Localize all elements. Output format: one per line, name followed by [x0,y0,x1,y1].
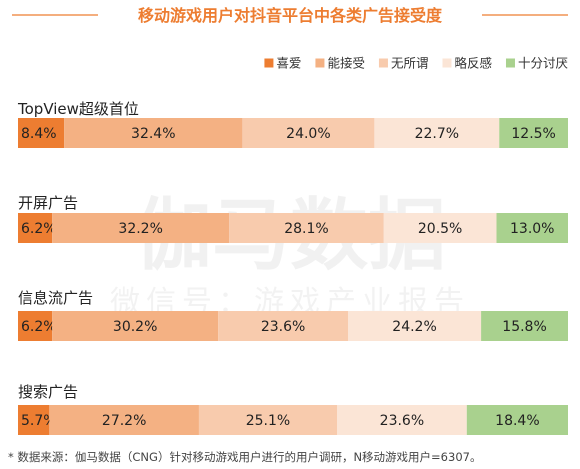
data-label: 6.2% [21,221,57,237]
legend-swatch [505,58,515,68]
legend-label: 无所谓 [391,56,429,71]
watermark: 伽马数据 微信号：游戏产业报告 [110,191,464,320]
footnote: * 数据来源：伽马数据（CNG）针对移动游戏用户进行的用户调研，N移动游戏用户=… [8,450,481,464]
bar-row: 搜索广告 5.7% 27.2% 25.1% 23.6% 18.4% [18,383,568,435]
category-label: 开屏广告 [18,194,78,212]
data-label: 32.2% [118,221,162,237]
data-label: 28.1% [284,221,328,237]
data-label: 30.2% [113,319,157,335]
legend: 十分讨厌 略反感 无所谓 能接受 喜爱 [264,56,568,71]
bar-segment [52,311,219,341]
data-label: 22.7% [415,126,459,142]
legend-swatch [315,58,325,68]
data-label: 24.0% [286,126,330,142]
legend-item: 能接受 [315,56,365,71]
legend-swatch [264,58,274,68]
bar-segment [374,118,500,148]
bar-row: 开屏广告 6.2% 32.2% 28.1% 20.5% 13.0% [18,194,568,243]
legend-label: 喜爱 [276,56,301,71]
bar-row: TopView超级首位 8.4% 32.4% 24.0% 22.7% 12.5% [17,100,568,148]
bar-segment [18,118,65,148]
bar-segment [229,213,384,243]
chart-title: 移动游戏用户对抖音平台中各类广告接受度 [138,6,443,25]
data-label: 5.7% [21,413,57,429]
bar-segment [18,311,53,341]
legend-label: 略反感 [454,56,492,71]
data-label: 18.4% [495,413,539,429]
legend-swatch [442,58,452,68]
legend-item: 略反感 [442,56,492,71]
category-label: TopView超级首位 [17,100,139,118]
legend-item: 十分讨厌 [505,56,569,71]
bars: TopView超级首位 8.4% 32.4% 24.0% 22.7% 12.5% 开屏广告 6… [17,100,568,435]
bar-segment [481,311,568,341]
bar-segment [49,405,199,435]
data-label: 24.2% [392,319,436,335]
legend-label: 能接受 [327,56,365,71]
bar-segment [499,118,568,148]
data-label: 15.8% [502,319,546,335]
bar-segment [466,405,568,435]
bar-segment [18,213,53,243]
bar-segment [383,213,497,243]
data-label: 12.5% [511,126,555,142]
bar-segment [18,405,50,435]
bar-segment [337,405,467,435]
bar-segment [218,311,348,341]
data-label: 25.1% [246,413,290,429]
bar-segment [496,213,568,243]
bar-segment [64,118,243,148]
legend-item: 无所谓 [378,56,429,71]
bar-segment [348,311,482,341]
data-label: 32.4% [131,126,175,142]
data-label: 27.2% [102,413,146,429]
data-label: 13.0% [510,221,554,237]
data-label: 20.5% [418,221,462,237]
legend-item: 喜爱 [264,56,301,71]
category-label: 信息流广告 [18,289,93,307]
bar-segment [242,118,375,148]
bar-segment [52,213,230,243]
data-label: 6.2% [21,319,57,335]
data-label: 23.6% [380,413,424,429]
legend-label: 十分讨厌 [518,56,569,71]
bar-row: 信息流广告 6.2% 30.2% 23.6% 24.2% 15.8% [18,289,568,341]
title-block: 移动游戏用户对抖音平台中各类广告接受度 [12,6,568,25]
category-label: 搜索广告 [18,383,78,401]
legend-swatch [378,58,388,68]
data-label: 23.6% [261,319,305,335]
data-label: 8.4% [21,126,57,142]
bar-segment [198,405,337,435]
